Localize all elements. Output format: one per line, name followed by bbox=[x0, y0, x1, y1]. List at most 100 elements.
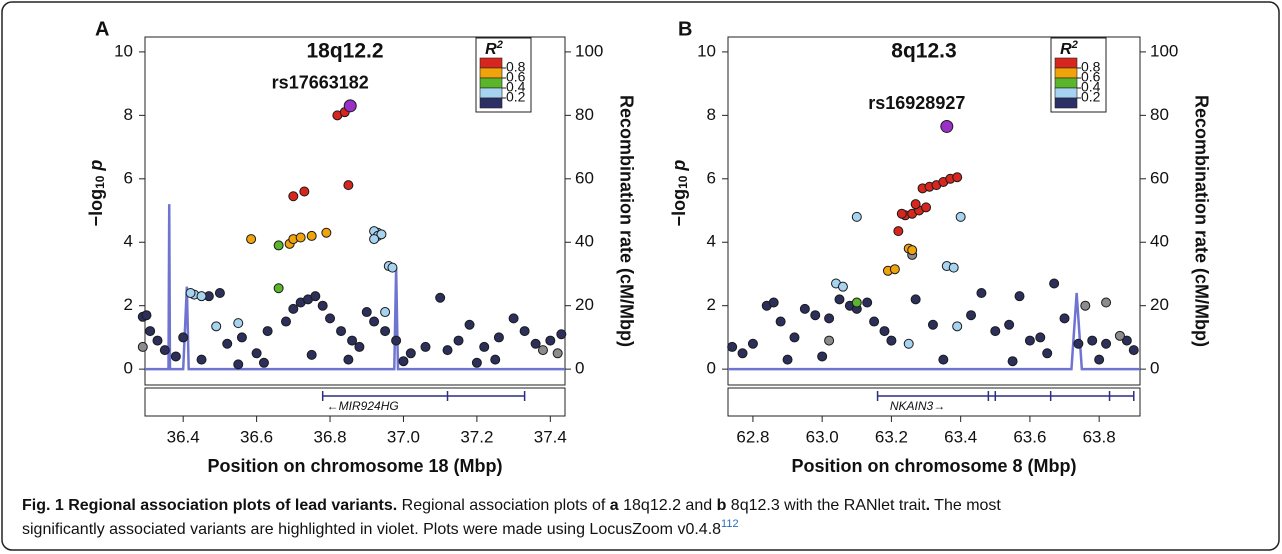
variant-point bbox=[921, 202, 932, 213]
legend-title-r: R bbox=[485, 41, 497, 58]
variant-point bbox=[306, 230, 317, 241]
x-axis-label: Position on chromosome 18 (Mbp) bbox=[207, 456, 502, 476]
variant-point bbox=[376, 229, 387, 240]
variant-point bbox=[1101, 297, 1112, 308]
y2-tick-label: 60 bbox=[575, 168, 594, 187]
variant-point bbox=[343, 354, 354, 365]
variant-point bbox=[1087, 335, 1098, 346]
plot-area bbox=[727, 36, 1141, 386]
caption-part: 18q12.2 and bbox=[619, 497, 717, 514]
y-tick-label: 2 bbox=[707, 295, 716, 314]
variant-point bbox=[768, 297, 779, 308]
variant-point bbox=[398, 356, 409, 367]
y2-tick-label: 20 bbox=[575, 295, 594, 314]
variant-point bbox=[280, 316, 291, 327]
variant-point bbox=[889, 264, 900, 275]
variant-point bbox=[789, 332, 800, 343]
variant-point bbox=[817, 351, 828, 362]
y-label-part: −log bbox=[669, 189, 689, 227]
variant-point bbox=[896, 208, 907, 219]
variant-point bbox=[420, 341, 431, 352]
variant-point bbox=[251, 348, 262, 359]
variant-point bbox=[178, 332, 189, 343]
variant-point bbox=[354, 341, 365, 352]
variant-point bbox=[1121, 335, 1132, 346]
y-label-sub: 10 bbox=[676, 175, 690, 189]
chart-title: 18q12.2 bbox=[306, 40, 383, 63]
y-tick-label: 10 bbox=[114, 41, 133, 60]
lead-variant bbox=[343, 99, 357, 113]
y-tick-label: 4 bbox=[707, 232, 716, 251]
legend-swatch bbox=[1054, 57, 1078, 69]
y-axis-label: −log10 p bbox=[669, 160, 690, 227]
legend-swatch bbox=[1054, 97, 1078, 109]
legend-tick-label: 0.4 bbox=[1081, 79, 1101, 95]
x-tick-label: 36.4 bbox=[167, 427, 200, 446]
variant-point bbox=[196, 291, 207, 302]
variant-point bbox=[453, 335, 464, 346]
caption-line: Fig. 1 Regional association plots of lea… bbox=[22, 497, 1001, 514]
variant-point bbox=[380, 307, 391, 318]
variant-point bbox=[211, 321, 222, 332]
legend-title-r: R bbox=[1060, 41, 1072, 58]
caption-part: Regional association plots of bbox=[397, 497, 610, 514]
variant-point bbox=[556, 329, 567, 340]
variant-point bbox=[1024, 335, 1035, 346]
legend-swatch bbox=[479, 67, 503, 79]
variant-point bbox=[948, 262, 959, 273]
variant-point bbox=[343, 180, 354, 191]
x-tick-label: 36.6 bbox=[240, 427, 273, 446]
plot-area bbox=[144, 36, 566, 386]
variant-point bbox=[976, 288, 987, 299]
legend-swatch bbox=[479, 87, 503, 99]
variant-point bbox=[824, 313, 835, 324]
variant-point bbox=[1094, 354, 1105, 365]
caption-part: . bbox=[926, 497, 930, 514]
legend-swatch bbox=[479, 97, 503, 109]
variant-point bbox=[490, 354, 501, 365]
variant-point bbox=[369, 234, 380, 245]
variant-point bbox=[288, 303, 299, 314]
legend-tick-label: 0.8 bbox=[506, 59, 526, 75]
variant-point bbox=[1101, 338, 1112, 349]
variant-point bbox=[479, 341, 490, 352]
panel-letter: A bbox=[95, 18, 109, 40]
variant-point bbox=[893, 226, 904, 237]
legend-tick-label: 0.2 bbox=[506, 89, 526, 105]
variant-point bbox=[141, 310, 152, 321]
variant-point bbox=[1073, 338, 1084, 349]
y-tick-label: 0 bbox=[124, 359, 133, 378]
y2-axis-label: Recombination rate (cM/Mbp) bbox=[616, 95, 636, 347]
y2-tick-label: 20 bbox=[1150, 295, 1169, 314]
variant-point bbox=[273, 283, 284, 294]
variant-point bbox=[246, 234, 257, 245]
variant-point bbox=[391, 335, 402, 346]
variant-point bbox=[471, 357, 482, 368]
y-tick-label: 10 bbox=[697, 41, 716, 60]
variant-point bbox=[222, 338, 233, 349]
variant-point bbox=[851, 297, 862, 308]
variant-point bbox=[288, 191, 299, 202]
caption-part: 112 bbox=[721, 518, 739, 530]
variant-point bbox=[137, 341, 148, 352]
variant-point bbox=[810, 310, 821, 321]
x-tick-label: 63.8 bbox=[1083, 427, 1116, 446]
x-tick-label: 63.4 bbox=[944, 427, 977, 446]
variant-point bbox=[236, 332, 247, 343]
variant-point bbox=[493, 332, 504, 343]
y2-tick-label: 80 bbox=[1150, 105, 1169, 124]
x-tick-label: 63.0 bbox=[806, 427, 839, 446]
legend-swatch bbox=[479, 77, 503, 89]
y-tick-label: 8 bbox=[124, 105, 133, 124]
variant-point bbox=[336, 326, 347, 337]
variant-point bbox=[727, 341, 738, 352]
y2-tick-label: 100 bbox=[575, 41, 603, 60]
variant-point bbox=[321, 227, 332, 238]
variant-point bbox=[824, 335, 835, 346]
recombination-line bbox=[728, 292, 1140, 371]
variant-point bbox=[879, 326, 890, 337]
variant-point bbox=[1080, 300, 1091, 311]
y2-tick-label: 0 bbox=[575, 359, 584, 378]
variant-point bbox=[258, 357, 269, 368]
variant-point bbox=[1114, 330, 1125, 341]
